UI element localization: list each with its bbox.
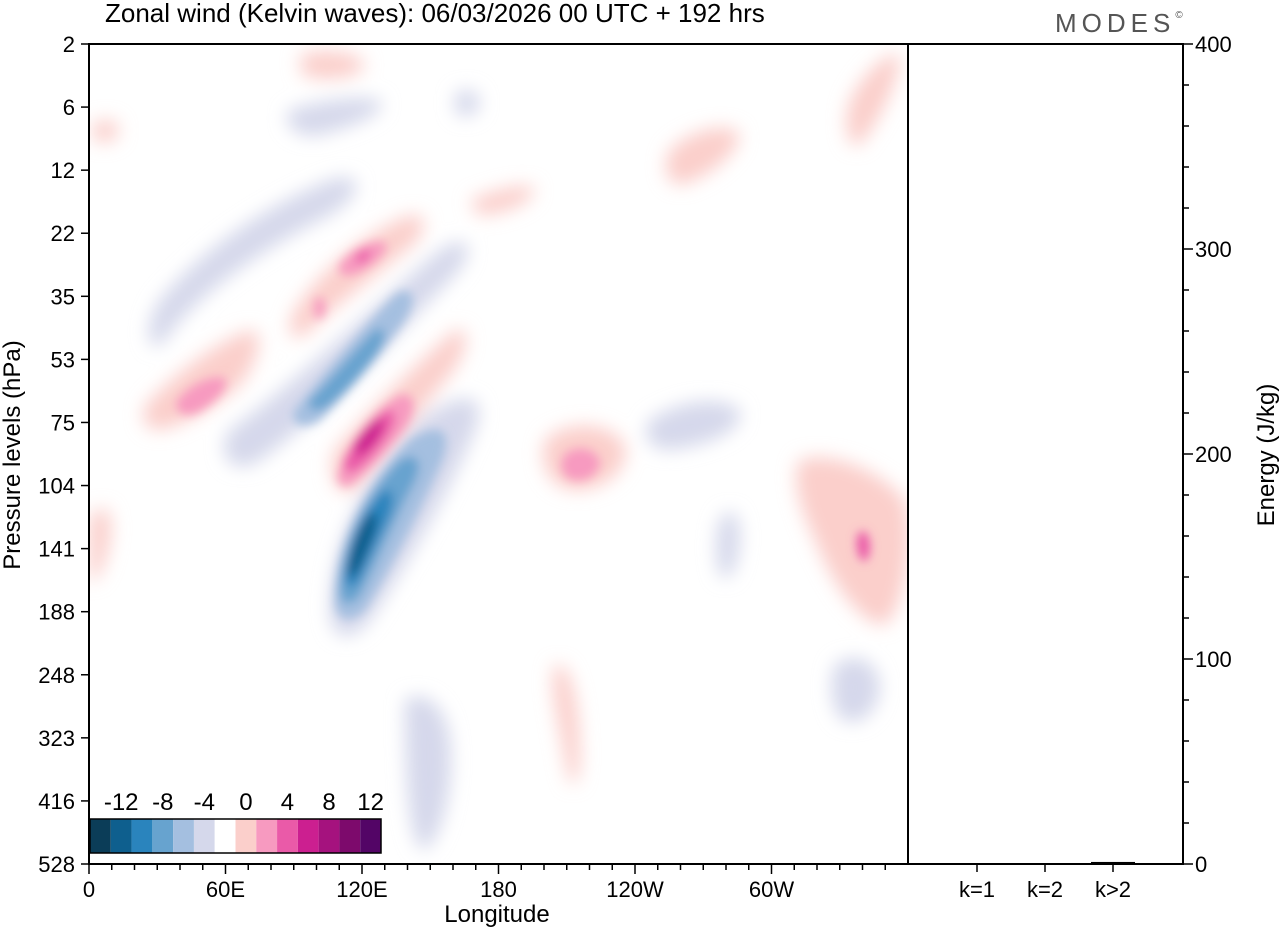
longitude-axis: 0 60E 120E 180 120W 60W — [83, 864, 886, 902]
energy-tick-label: 200 — [1195, 442, 1232, 467]
colorbar-swatch — [277, 819, 298, 853]
y-tick-label: 141 — [38, 537, 75, 562]
x-tick-label: 180 — [480, 877, 517, 902]
colorbar-swatch — [297, 819, 319, 853]
pos-streak-10 — [89, 508, 111, 581]
neg-streak-1 — [148, 177, 357, 347]
colorbar — [89, 818, 382, 854]
colorbar-swatch — [318, 819, 340, 853]
energy-tick-label: 300 — [1195, 237, 1232, 262]
energy-tick-label: 0 — [1195, 852, 1207, 877]
colorbar-labels: -12 -8 -4 0 4 8 12 — [104, 789, 384, 816]
neg-streak-6 — [646, 401, 741, 450]
colorbar-label: 8 — [322, 789, 335, 816]
energy-cat-label: k=2 — [1027, 877, 1063, 902]
pos-mid-f — [314, 297, 326, 319]
x-tick-label: 0 — [83, 877, 95, 902]
pos-mid-c — [176, 377, 226, 415]
y-tick-label: 6 — [63, 95, 75, 120]
energy-axis-label: Energy (J/kg) — [1253, 384, 1280, 527]
y-tick-label: 35 — [51, 284, 75, 309]
energy-panel-frame — [907, 43, 1184, 865]
energy-cat-label: k=1 — [959, 877, 995, 902]
y-tick-label: 75 — [51, 410, 75, 435]
energy-bar — [1091, 861, 1135, 864]
x-tick-label: 60E — [206, 877, 245, 902]
pos-streak-9 — [846, 54, 900, 146]
y-tick-label: 528 — [38, 852, 75, 877]
colorbar-swatch — [193, 819, 215, 853]
neg-streak-7 — [831, 658, 880, 722]
energy-tick-label: 100 — [1195, 647, 1232, 672]
colorbar-label: 0 — [239, 789, 252, 816]
y-tick-label: 104 — [38, 474, 75, 499]
y-tick-label: 188 — [38, 600, 75, 625]
colorbar-label: -4 — [194, 789, 215, 816]
colorbar-swatch — [235, 819, 257, 853]
y-tick-label: 53 — [51, 347, 75, 372]
x-axis-label: Longitude — [444, 901, 549, 928]
y-tick-label: 416 — [38, 789, 75, 814]
energy-cat-label: k>2 — [1095, 877, 1131, 902]
neg-streak-5 — [405, 696, 451, 850]
y-tick-label: 2 — [63, 32, 75, 57]
colorbar-label: 12 — [357, 789, 384, 816]
pos-streak-8 — [665, 127, 740, 185]
pos-mid-d — [561, 448, 600, 481]
colorbar-swatch — [90, 819, 111, 853]
pos-streak-5 — [795, 457, 908, 625]
y-tick-label: 323 — [38, 726, 75, 751]
pos-mid-b — [355, 249, 371, 264]
x-tick-label: 120W — [606, 877, 664, 902]
pos-core-c — [355, 418, 383, 456]
pos-streak-6 — [552, 664, 580, 785]
pos-streak-11 — [470, 185, 535, 215]
neg-streak-9 — [455, 89, 480, 117]
y-tick-label: 22 — [51, 221, 75, 246]
colorbar-label: -8 — [152, 789, 173, 816]
neg-streak-8 — [716, 511, 740, 579]
colorbar-swatch — [214, 819, 236, 853]
y-tick-label: 12 — [51, 158, 75, 183]
colorbar-label: 4 — [281, 789, 294, 816]
x-tick-label: 120E — [336, 877, 387, 902]
colorbar-frame — [89, 818, 382, 854]
neg-core-d — [347, 512, 377, 577]
colorbar-swatch — [110, 819, 132, 853]
pos-streak-1 — [143, 330, 259, 430]
pos-streak-12 — [92, 119, 119, 143]
colorbar-label: -12 — [104, 789, 139, 816]
pos-mid-e — [856, 531, 870, 562]
energy-tick-label: 400 — [1195, 32, 1232, 57]
chart-title: Zonal wind (Kelvin waves): 06/03/2026 00… — [105, 0, 765, 28]
energy-categories: k=1 k=2 k>2 — [959, 864, 1131, 902]
x-tick-label: 60W — [749, 877, 794, 902]
pressure-axis: 2 6 12 22 35 53 75 104 141 188 248 323 416 528 — [38, 32, 89, 877]
colorbar-swatch — [173, 819, 194, 853]
neg-streak-3 — [286, 98, 382, 136]
heatmap-background — [89, 44, 908, 864]
colorbar-swatch — [339, 819, 361, 853]
modes-logo: MODES© — [1055, 8, 1183, 38]
colorbar-swatch — [256, 819, 278, 853]
pos-streak-7 — [300, 51, 365, 79]
colorbar-swatch — [131, 819, 153, 853]
energy-axis: 0 100 200 300 400 — [1183, 32, 1232, 877]
logo-mark: © — [1175, 10, 1183, 21]
colorbar-swatch — [360, 819, 381, 853]
y-tick-label: 248 — [38, 663, 75, 688]
neg-mid-b — [308, 328, 385, 411]
contour-field — [89, 51, 908, 850]
colorbar-swatch — [152, 819, 174, 853]
y-axis-label: Pressure levels (hPa) — [0, 340, 26, 569]
